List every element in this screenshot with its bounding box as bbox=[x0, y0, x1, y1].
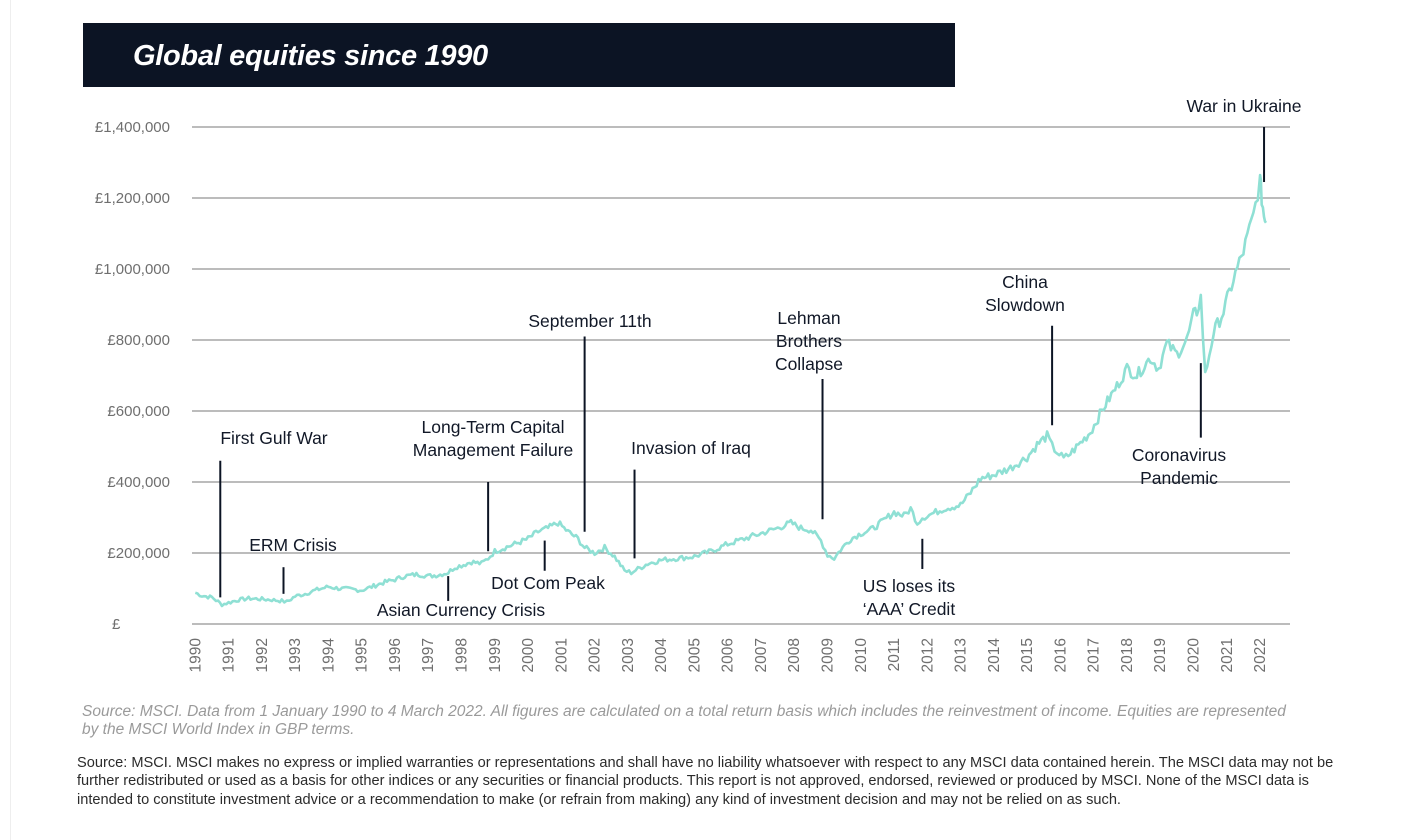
source-note-text: Source: MSCI. Data from 1 January 1990 t… bbox=[82, 703, 1286, 738]
annotation-label: US loses its bbox=[863, 576, 956, 596]
x-tick-label: 2012 bbox=[919, 638, 936, 672]
annotation-label: Invasion of Iraq bbox=[631, 438, 751, 458]
annotation-label: September 11th bbox=[528, 311, 651, 331]
y-tick-label: £1,200,000 bbox=[95, 190, 170, 207]
x-tick-label: 2018 bbox=[1119, 638, 1136, 672]
y-tick-label: £1,400,000 bbox=[95, 119, 170, 136]
annotation-label: Slowdown bbox=[985, 295, 1065, 315]
x-tick-label: 2002 bbox=[587, 638, 604, 672]
x-tick-label: 2017 bbox=[1086, 638, 1103, 672]
x-tick-label: 1991 bbox=[221, 638, 238, 672]
x-tick-label: 2013 bbox=[953, 638, 970, 672]
annotation-label: Brothers bbox=[776, 331, 842, 351]
annotation-label: Pandemic bbox=[1140, 468, 1218, 488]
y-tick-label: £ bbox=[112, 616, 121, 633]
y-tick-label: £400,000 bbox=[107, 474, 170, 491]
x-tick-label: 1997 bbox=[420, 638, 437, 672]
x-tick-label: 2022 bbox=[1252, 638, 1269, 672]
annotation-label: ‘AAA’ Credit bbox=[863, 599, 956, 619]
annotation-label: Dot Com Peak bbox=[491, 573, 605, 593]
x-tick-label: 2020 bbox=[1186, 638, 1203, 673]
x-tick-label: 2005 bbox=[686, 638, 703, 672]
x-tick-label: 1998 bbox=[454, 638, 471, 672]
x-tick-label: 2021 bbox=[1219, 638, 1236, 672]
x-tick-label: 2019 bbox=[1152, 638, 1169, 672]
annotation-label: China bbox=[1002, 272, 1048, 292]
page-edge-rule bbox=[10, 0, 11, 840]
chart-title: Global equities since 1990 bbox=[133, 40, 488, 72]
msci-world-series-line bbox=[194, 173, 1268, 608]
y-tick-label: £1,000,000 bbox=[95, 261, 170, 278]
x-tick-label: 2004 bbox=[653, 638, 670, 673]
annotation-label: Long-Term Capital bbox=[422, 417, 565, 437]
x-tick-label: 1993 bbox=[287, 638, 304, 672]
x-tick-label: 2001 bbox=[553, 638, 570, 672]
x-tick-label: 2014 bbox=[986, 638, 1003, 673]
title-banner: Global equities since 1990 bbox=[83, 23, 955, 87]
annotation-label: First Gulf War bbox=[220, 428, 327, 448]
annotation-label: Collapse bbox=[775, 354, 843, 374]
x-tick-label: 2015 bbox=[1019, 638, 1036, 672]
equities-line-chart: £ £200,000 £400,000 £600,000 £800,000 £1,000,… bbox=[95, 96, 1302, 673]
x-tick-label: 1992 bbox=[254, 638, 271, 672]
annotation-label: Lehman bbox=[777, 308, 840, 328]
annotation-label: Asian Currency Crisis bbox=[377, 600, 545, 620]
annotation-label: Management Failure bbox=[413, 440, 574, 460]
x-tick-label: 2008 bbox=[786, 638, 803, 672]
y-tick-label: £200,000 bbox=[107, 545, 170, 562]
annotation-label: Coronavirus bbox=[1132, 445, 1227, 465]
x-tick-label: 2006 bbox=[720, 638, 737, 672]
annotation-label: ERM Crisis bbox=[249, 535, 337, 555]
x-tick-label: 1996 bbox=[387, 638, 404, 672]
x-tick-label: 2009 bbox=[820, 638, 837, 672]
source-note: Source: MSCI. Data from 1 January 1990 t… bbox=[82, 703, 1302, 739]
x-tick-label: 1994 bbox=[320, 638, 337, 673]
x-tick-label: 1995 bbox=[354, 638, 371, 672]
x-tick-label: 1990 bbox=[187, 638, 204, 673]
x-tick-label: 2000 bbox=[520, 638, 537, 673]
y-tick-label: £600,000 bbox=[107, 403, 170, 420]
x-tick-label: 2007 bbox=[753, 638, 770, 672]
x-tick-label: 1999 bbox=[487, 638, 504, 672]
msci-disclaimer: Source: MSCI. MSCI makes no express or i… bbox=[77, 754, 1337, 809]
x-tick-label: 2003 bbox=[620, 638, 637, 672]
y-tick-label: £800,000 bbox=[107, 332, 170, 349]
annotation-label: War in Ukraine bbox=[1186, 96, 1301, 116]
x-tick-label: 2010 bbox=[853, 638, 870, 673]
x-tick-label: 2011 bbox=[886, 638, 903, 671]
x-tick-label: 2016 bbox=[1052, 638, 1069, 672]
disclaimer-text: Source: MSCI. MSCI makes no express or i… bbox=[77, 755, 1334, 808]
